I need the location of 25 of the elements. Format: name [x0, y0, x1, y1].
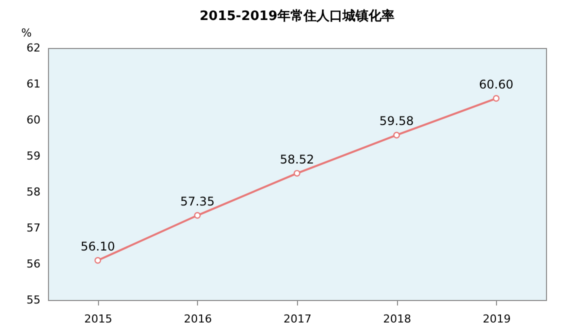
data-label: 57.35 — [180, 194, 215, 208]
y-axis-title: % — [21, 26, 32, 40]
point — [294, 170, 300, 177]
data-label: 58.52 — [280, 152, 314, 166]
y-tick-label: 59 — [26, 150, 40, 162]
x-tick-label: 2017 — [284, 312, 312, 326]
point — [194, 212, 201, 219]
y-tick-label: 60 — [26, 114, 40, 126]
point — [94, 257, 102, 264]
data-label: 60.60 — [479, 77, 514, 92]
y-tick-label: 56 — [26, 258, 40, 270]
y-tick-label: 61 — [26, 78, 40, 90]
y-tick-label: 62 — [26, 42, 40, 54]
x-tick-label: 2018 — [383, 312, 412, 326]
y-tick-label: 58 — [26, 186, 40, 198]
x-tick-label: 2019 — [482, 312, 511, 326]
data-label: 56.10 — [80, 239, 115, 254]
x-tick-label: 2015 — [84, 312, 112, 326]
point — [393, 132, 400, 138]
data-label: 59.58 — [379, 114, 414, 128]
chart-title: 2015-2019年常住人口城镇化率 — [200, 8, 394, 24]
y-tick-label: 55 — [26, 294, 40, 306]
x-tick-label: 2016 — [184, 312, 212, 326]
point — [492, 95, 500, 102]
y-tick-label: 57 — [26, 222, 40, 234]
